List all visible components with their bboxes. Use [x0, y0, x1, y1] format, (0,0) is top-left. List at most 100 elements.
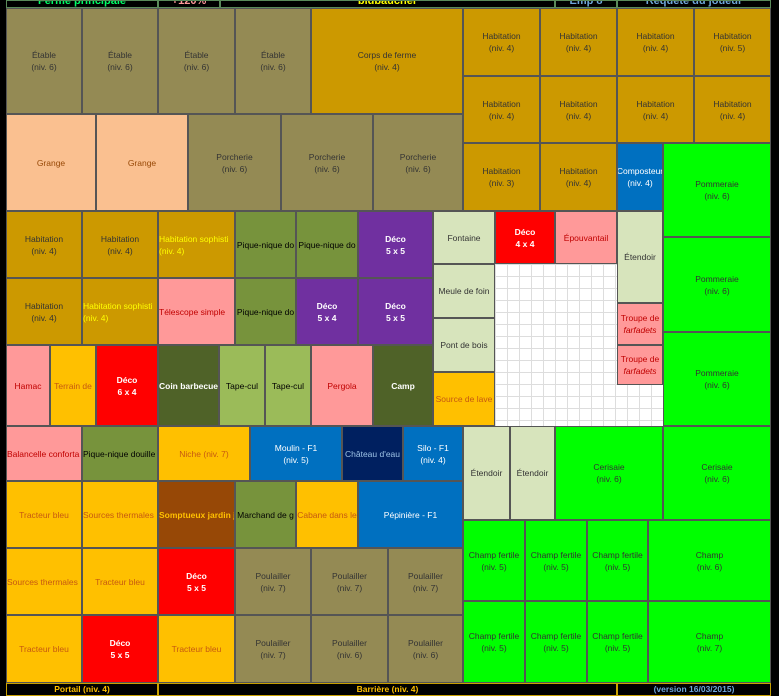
tile: Pique-nique do [296, 211, 358, 278]
tile: Déco 6 x 4 [96, 345, 158, 426]
tile: Coin barbecue [158, 345, 219, 426]
tile: Terrain de [50, 345, 96, 426]
tile-name: Étable [31, 50, 57, 60]
tile-level: (niv. 4) [642, 110, 669, 121]
tile-name: Source de lave [435, 394, 493, 404]
tile-name: Pont de bois [440, 340, 488, 350]
tile-name: Champ fertile [468, 631, 520, 641]
tile-name: Silo - F1 [417, 442, 449, 453]
tile-name: Terrain de [54, 380, 92, 391]
tile-level: (niv. 6) [336, 650, 363, 660]
tile-name: Étendoir [516, 468, 549, 478]
tile: Porcherie (niv. 6) [281, 114, 373, 211]
tile-level: (niv. 4) [31, 312, 57, 323]
tile-name: Tracteur bleu [95, 576, 145, 587]
tile-name: Étendoir [624, 252, 656, 262]
tile-name: Porcherie [216, 151, 253, 162]
tile-name: Habitation [636, 98, 675, 109]
tile-level: (niv. 4) [627, 178, 653, 188]
tile-level: (niv. 6) [704, 285, 730, 296]
tile-level: (niv. 6) [314, 163, 340, 174]
tile-level: (niv. 6) [107, 62, 133, 72]
tile-name: Déco [186, 570, 207, 581]
tile-name: Poulailler [408, 638, 443, 648]
tile: Champ (niv. 6) [648, 520, 771, 601]
tile-name: Champ fertile [592, 631, 643, 641]
tile-name: Champ [695, 631, 724, 641]
tile-name: Grange [127, 157, 157, 168]
tile-name: Moulin - F1 [274, 442, 318, 453]
tile-name: Hamac [14, 380, 42, 391]
tile: Poulailler (niv. 7) [388, 548, 463, 615]
tile: Moulin - F1 (niv. 5) [250, 426, 342, 481]
tile: Étable (niv. 6) [158, 8, 235, 114]
tile: Tape-cul [219, 345, 265, 426]
tile: Champ (niv. 7) [648, 601, 771, 683]
tile: Cerisaie (niv. 6) [663, 426, 771, 520]
tile-name: Déco [109, 638, 131, 648]
tile-name: Habitation [100, 233, 140, 244]
tile-name: Sources thermales [83, 509, 154, 520]
tile: Pommeraie (niv. 6) [663, 143, 771, 237]
tile: Habitation sophisti (niv. 4) [158, 211, 235, 278]
tile-name: Habitation sophisti [159, 233, 229, 244]
tile: Étendoir [463, 426, 510, 520]
tile: Poulailler (niv. 6) [311, 615, 388, 683]
tile: Balancelle conforta [6, 426, 82, 481]
tile: Grange [6, 114, 96, 211]
tile-level: (niv. 6) [260, 62, 286, 72]
tile-level: (niv. 5) [283, 454, 309, 465]
tile: Champ fertile (niv. 5) [463, 601, 525, 683]
tile: Poulailler (niv. 7) [235, 615, 311, 683]
tile-level: (niv. 4) [565, 110, 592, 121]
tile: Étendoir [510, 426, 555, 520]
tile: Pique-nique do [235, 278, 296, 345]
tile-level: (niv. 4) [565, 43, 592, 53]
tile: Déco 5 x 5 [358, 278, 433, 345]
tile-name: Tape-cul [225, 380, 259, 391]
tile: Sources thermales [82, 481, 158, 548]
tile-name: Troupe de [620, 354, 660, 364]
tile-level: (niv. 5) [719, 43, 746, 53]
tile: Déco 5 x 5 [82, 615, 158, 683]
tile-name: Poulailler [332, 570, 367, 581]
tile-name: Tracteur bleu [19, 644, 69, 654]
tile: Habitation (niv. 4) [463, 8, 540, 76]
tile: Étable (niv. 6) [235, 8, 311, 114]
tile-name: Champ [695, 549, 724, 560]
tile-level: (niv. 4) [107, 245, 133, 256]
tile: Habitation (niv. 4) [540, 8, 617, 76]
tile-name: Habitation [559, 166, 598, 176]
tile-level: (niv. 6) [704, 380, 730, 390]
tile: Pommeraie (niv. 6) [663, 332, 771, 426]
tile-name: Pique-nique do [236, 306, 295, 317]
tile: Cabane dans le [296, 481, 358, 548]
tile-level: (niv. 7) [412, 582, 439, 593]
tile-level: (niv. 5) [604, 643, 631, 653]
tile: Déco 4 x 4 [495, 211, 555, 264]
tile-name: Porcherie [399, 151, 437, 162]
tile-level: (niv. 4) [374, 62, 400, 72]
tile-name: Habitation sophisti [83, 300, 153, 311]
tile: Habitation (niv. 4) [82, 211, 158, 278]
tile-name: Cerisaie [701, 462, 733, 472]
tile: Somptueux jardin j [158, 481, 235, 548]
tile: Épouvantail [555, 211, 617, 264]
tile-level: (niv. 4) [159, 245, 185, 256]
tile: Étable (niv. 6) [82, 8, 158, 114]
tile-name: Tracteur bleu [19, 509, 69, 520]
tile: Camp [373, 345, 433, 426]
tile: Poulailler (niv. 6) [388, 615, 463, 683]
footer-cell: (version 16/03/2015) [617, 683, 771, 696]
tile: Tape-cul [265, 345, 311, 426]
tile-name: Épouvantail [563, 232, 609, 243]
tile-name: Habitation [636, 31, 675, 41]
tile-level: (niv. 5) [543, 561, 569, 572]
tile-level: (niv. 7) [696, 643, 723, 653]
tile-name: Habitation [482, 166, 521, 176]
tile-name: Habitation [24, 300, 64, 311]
tile-level: (niv. 7) [336, 582, 363, 593]
tile: Silo - F1 (niv. 4) [403, 426, 463, 481]
tile-level: 6 x 4 [117, 386, 137, 397]
tile: Pique-nique do [235, 211, 296, 278]
